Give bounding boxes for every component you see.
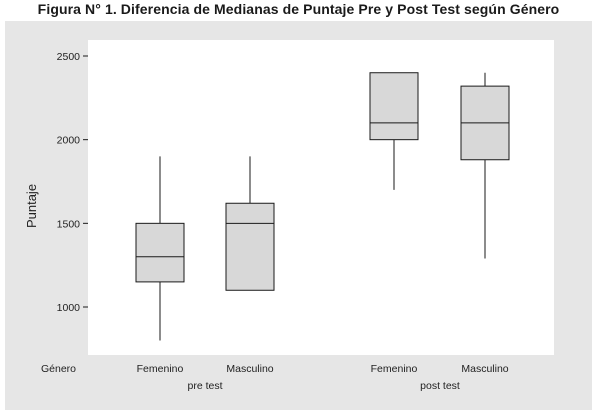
box-iqr xyxy=(225,202,275,291)
x-axis-groups: pre test post test xyxy=(187,380,459,392)
x-group-label: pre test xyxy=(187,380,222,392)
box-pre-test-femenino xyxy=(135,156,185,341)
box-iqr xyxy=(369,72,419,141)
y-tick-label: 1000 xyxy=(57,302,81,314)
y-axis-ticks: 1000 1500 2000 2500 xyxy=(57,51,88,314)
box-pre-test-masculino xyxy=(225,156,275,291)
x-category-label: Femenino xyxy=(371,363,418,375)
box-post-test-masculino xyxy=(460,72,510,259)
figure-title: Figura N° 1. Diferencia de Medianas de P… xyxy=(37,1,560,17)
y-tick-label: 1500 xyxy=(57,218,81,230)
y-axis-label: Puntaje xyxy=(24,184,39,228)
box-iqr xyxy=(135,222,185,283)
x-category-label: Masculino xyxy=(226,363,273,375)
box-post-test-femenino xyxy=(369,72,419,190)
y-tick-label: 2500 xyxy=(57,51,81,63)
x-category-label: Masculino xyxy=(461,363,508,375)
x-category-label: Femenino xyxy=(137,363,184,375)
boxes xyxy=(135,72,510,341)
x-group-label: post test xyxy=(420,380,460,392)
y-tick-label: 2000 xyxy=(57,135,81,147)
x-axis-label-genero: Género xyxy=(41,363,76,375)
x-axis-categories: Femenino Masculino Femenino Masculino xyxy=(137,363,509,375)
